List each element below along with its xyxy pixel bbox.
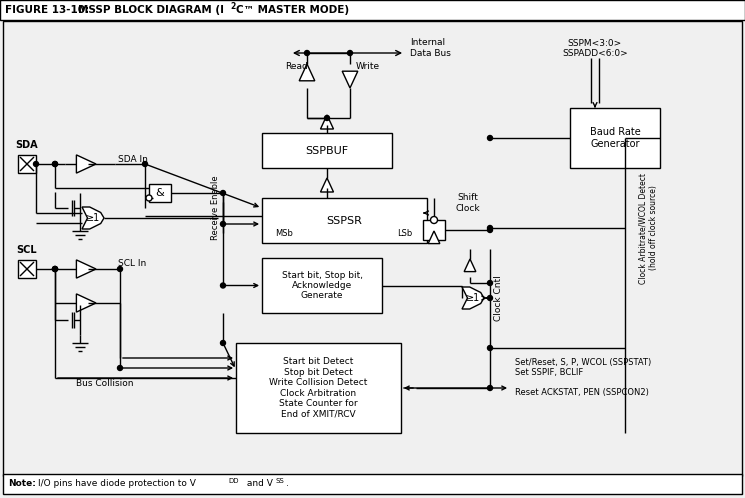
Circle shape — [146, 195, 152, 201]
Polygon shape — [428, 231, 440, 244]
Text: Start bit Detect
Stop bit Detect
Write Collision Detect
Clock Arbitration
State : Start bit Detect Stop bit Detect Write C… — [269, 358, 368, 418]
Text: LSb: LSb — [397, 229, 413, 238]
Text: Clock Cntl: Clock Cntl — [494, 275, 503, 321]
Text: Set/Reset, S, P, WCOL (SSPSTAT): Set/Reset, S, P, WCOL (SSPSTAT) — [515, 359, 651, 368]
Text: Reset ACKSTAT, PEN (SSPCON2): Reset ACKSTAT, PEN (SSPCON2) — [515, 388, 649, 397]
Text: Bus Collision: Bus Collision — [76, 378, 134, 387]
FancyBboxPatch shape — [18, 155, 36, 173]
Circle shape — [221, 341, 226, 346]
Circle shape — [487, 228, 492, 233]
Polygon shape — [82, 207, 104, 229]
Circle shape — [431, 217, 437, 224]
FancyBboxPatch shape — [236, 343, 401, 433]
FancyBboxPatch shape — [3, 474, 742, 494]
Text: 2: 2 — [230, 1, 235, 10]
Text: ≥1: ≥1 — [466, 293, 480, 303]
Text: I/O pins have diode protection to V: I/O pins have diode protection to V — [38, 480, 196, 489]
Circle shape — [487, 295, 492, 300]
Text: FIGURE 13-10:: FIGURE 13-10: — [5, 5, 89, 15]
FancyBboxPatch shape — [149, 184, 171, 202]
Text: .: . — [286, 480, 289, 489]
Polygon shape — [77, 260, 96, 278]
Text: SDA In: SDA In — [118, 154, 148, 163]
Text: C™ MASTER MODE): C™ MASTER MODE) — [236, 5, 349, 15]
FancyBboxPatch shape — [570, 108, 660, 168]
Text: Baud Rate
Generator: Baud Rate Generator — [589, 127, 641, 149]
Text: Write: Write — [356, 61, 380, 71]
Circle shape — [118, 266, 122, 271]
Text: SSPSR: SSPSR — [326, 216, 362, 226]
Text: Start bit, Stop bit,
Acknowledge
Generate: Start bit, Stop bit, Acknowledge Generat… — [282, 270, 363, 300]
Polygon shape — [299, 64, 315, 81]
Polygon shape — [77, 294, 96, 312]
Text: Internal
Data Bus: Internal Data Bus — [410, 38, 451, 58]
Circle shape — [487, 135, 492, 140]
Circle shape — [52, 266, 57, 271]
Text: SS: SS — [276, 478, 285, 484]
Circle shape — [34, 161, 39, 166]
Text: SSPBUF: SSPBUF — [305, 145, 349, 155]
Polygon shape — [342, 71, 358, 88]
Text: SCL: SCL — [16, 245, 37, 255]
Circle shape — [52, 161, 57, 166]
Text: Shift
Clock: Shift Clock — [455, 193, 480, 213]
Polygon shape — [464, 259, 476, 271]
FancyBboxPatch shape — [262, 198, 427, 243]
Text: DD: DD — [228, 478, 238, 484]
FancyBboxPatch shape — [262, 133, 392, 168]
Text: SDA: SDA — [16, 140, 38, 150]
Text: Set SSPIF, BCLIF: Set SSPIF, BCLIF — [515, 369, 583, 377]
Text: SSPM<3:0>: SSPM<3:0> — [568, 38, 622, 47]
Circle shape — [221, 191, 226, 196]
Circle shape — [347, 50, 352, 55]
Circle shape — [305, 50, 309, 55]
Text: and V: and V — [244, 480, 273, 489]
Text: MSb: MSb — [275, 229, 293, 238]
FancyBboxPatch shape — [18, 260, 36, 278]
Text: SCL In: SCL In — [118, 259, 146, 268]
Text: Read: Read — [285, 61, 308, 71]
Circle shape — [325, 116, 329, 121]
Text: Note:: Note: — [8, 480, 36, 489]
Polygon shape — [462, 287, 484, 309]
FancyBboxPatch shape — [423, 220, 445, 240]
FancyBboxPatch shape — [3, 21, 742, 476]
Text: &: & — [156, 188, 165, 198]
FancyBboxPatch shape — [0, 0, 745, 20]
Circle shape — [52, 266, 57, 271]
Circle shape — [142, 161, 148, 166]
Polygon shape — [320, 115, 334, 129]
Text: ≥1: ≥1 — [86, 213, 100, 223]
Circle shape — [487, 346, 492, 351]
Text: SSPADD<6:0>: SSPADD<6:0> — [562, 48, 628, 57]
Circle shape — [487, 385, 492, 390]
FancyBboxPatch shape — [262, 258, 382, 313]
Circle shape — [118, 366, 122, 371]
Circle shape — [221, 283, 226, 288]
Circle shape — [221, 222, 226, 227]
Circle shape — [52, 161, 57, 166]
Polygon shape — [320, 178, 334, 192]
Polygon shape — [77, 155, 96, 173]
Circle shape — [52, 266, 57, 271]
Text: Receive Enable: Receive Enable — [211, 176, 220, 241]
Circle shape — [487, 226, 492, 231]
Text: MSSP BLOCK DIAGRAM (I: MSSP BLOCK DIAGRAM (I — [78, 5, 224, 15]
Text: Clock Arbitrate/WCOL Detect
(hold off clock source): Clock Arbitrate/WCOL Detect (hold off cl… — [638, 172, 658, 283]
Circle shape — [487, 280, 492, 285]
